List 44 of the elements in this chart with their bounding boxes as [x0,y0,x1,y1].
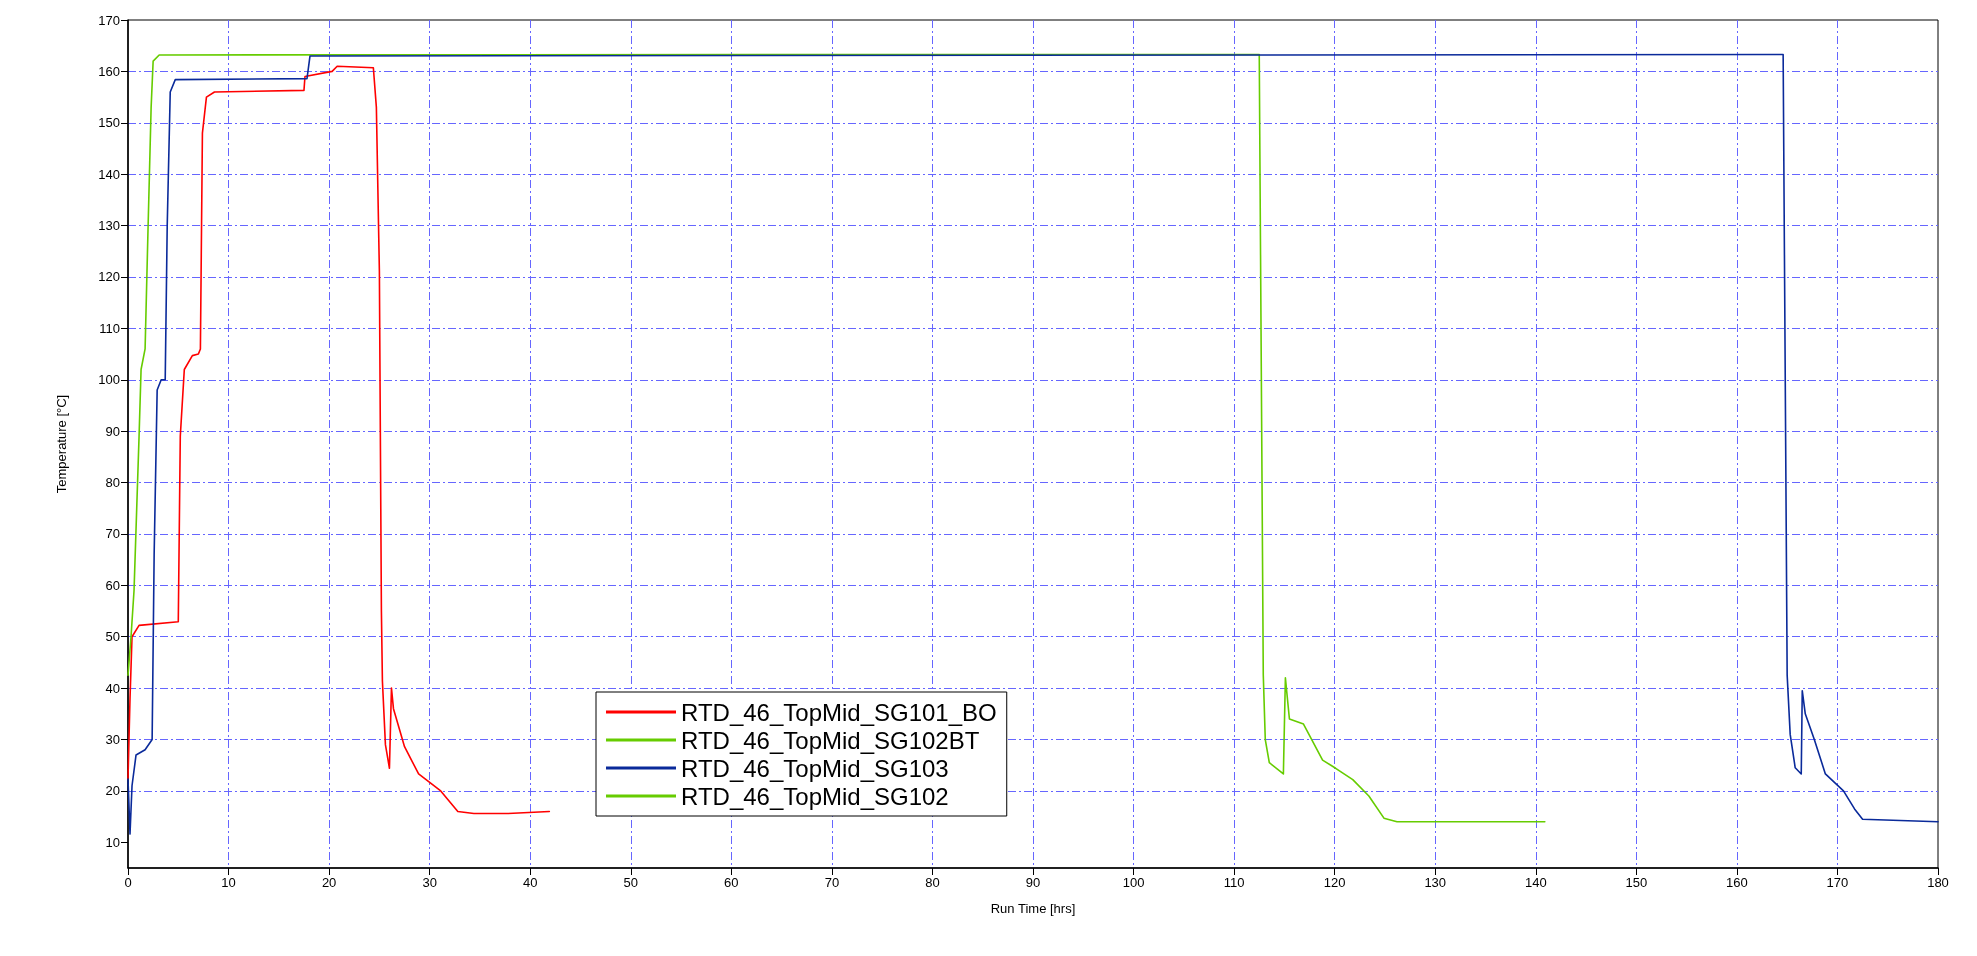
y-tick-label: 70 [105,526,120,542]
line-series [127,53,1939,835]
y-tick-label: 50 [105,629,120,645]
x-tick-label: 150 [1625,875,1648,890]
x-tick-label: 50 [623,875,639,890]
x-tick-label: 170 [1826,875,1849,890]
legend-label: RTD_46_TopMid_SG102 [681,782,949,810]
x-tick-label: 10 [221,875,236,890]
y-tick-label: 140 [98,166,120,182]
y-axis-title: Temperature [°C] [54,394,69,494]
y-tick-label: 90 [105,423,120,439]
y-tick-label: 60 [105,577,120,593]
line-series [127,65,551,815]
x-tick-label: 60 [724,875,739,890]
legend-label: RTD_46_TopMid_SG101_BO [681,698,997,726]
y-tick-label: 160 [98,63,120,79]
x-tick-label: 80 [925,875,940,890]
y-tick-label: 120 [98,269,120,285]
y-tick-label: 110 [99,320,120,336]
y-tick-label: 80 [105,475,120,491]
y-tick-label: 10 [105,834,120,850]
x-tick-label: 180 [1927,875,1949,890]
x-tick-label: 110 [1223,875,1245,890]
y-tick-label: 100 [98,372,120,388]
legend-label: RTD_46_TopMid_SG102BT [681,726,980,754]
legend-label: RTD_46_TopMid_SG103 [681,754,949,782]
x-tick-label: 120 [1323,875,1346,890]
x-tick-label: 70 [824,875,840,890]
y-tick-label: 150 [98,115,120,131]
y-tick-label: 170 [98,12,120,28]
x-tick-label: 0 [124,875,132,890]
x-tick-label: 160 [1726,875,1748,890]
x-tick-label: 40 [522,875,538,890]
x-tick-label: 130 [1424,875,1447,890]
x-tick-label: 90 [1025,875,1041,890]
x-tick-label: 30 [422,875,437,890]
x-tick-label: 140 [1524,875,1547,890]
x-tick-label: 100 [1122,875,1145,890]
x-tick-label: 20 [321,875,337,890]
y-tick-label: 30 [105,732,120,748]
y-tick-label: 40 [105,680,120,696]
x-axis-title: Run Time [hrs] [990,901,1076,916]
y-tick-label: 20 [105,783,120,799]
y-tick-label: 130 [98,218,120,234]
